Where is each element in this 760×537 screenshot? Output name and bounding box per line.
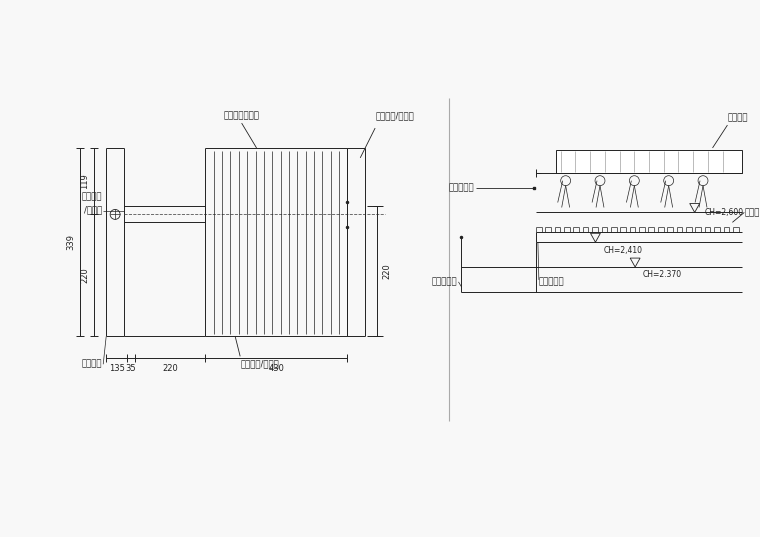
Bar <box>556 150 743 173</box>
Text: 35: 35 <box>125 364 136 373</box>
Text: 灰色乳胶漆: 灰色乳胶漆 <box>539 278 565 286</box>
Text: 白色乳胶漆: 白色乳胶漆 <box>448 183 474 192</box>
Text: 灰色乳胶漆: 灰色乳胶漆 <box>432 278 458 286</box>
Text: 220: 220 <box>81 267 90 284</box>
Text: 135: 135 <box>109 364 125 373</box>
Text: 430: 430 <box>268 364 284 373</box>
Text: 木作穿孔吸音板: 木作穿孔吸音板 <box>223 111 260 120</box>
Text: /金属漆: /金属漆 <box>84 205 102 214</box>
Text: CH=2,600: CH=2,600 <box>705 208 744 217</box>
Text: 119: 119 <box>81 173 90 189</box>
Text: 339: 339 <box>66 234 75 250</box>
Text: CH=2,410: CH=2,410 <box>603 245 642 255</box>
Text: 木作造型/金属漆: 木作造型/金属漆 <box>240 359 279 368</box>
Text: 木作造型: 木作造型 <box>82 192 102 201</box>
Text: 暗藏灯带: 暗藏灯带 <box>82 360 102 369</box>
Text: 220: 220 <box>163 364 178 373</box>
Text: 日光灯管: 日光灯管 <box>727 113 748 122</box>
Text: 木作造型/金属漆: 木作造型/金属漆 <box>375 111 414 120</box>
Text: CH=2.370: CH=2.370 <box>643 271 682 279</box>
Text: 220: 220 <box>382 264 391 279</box>
Text: 铝挂片: 铝挂片 <box>744 208 760 217</box>
